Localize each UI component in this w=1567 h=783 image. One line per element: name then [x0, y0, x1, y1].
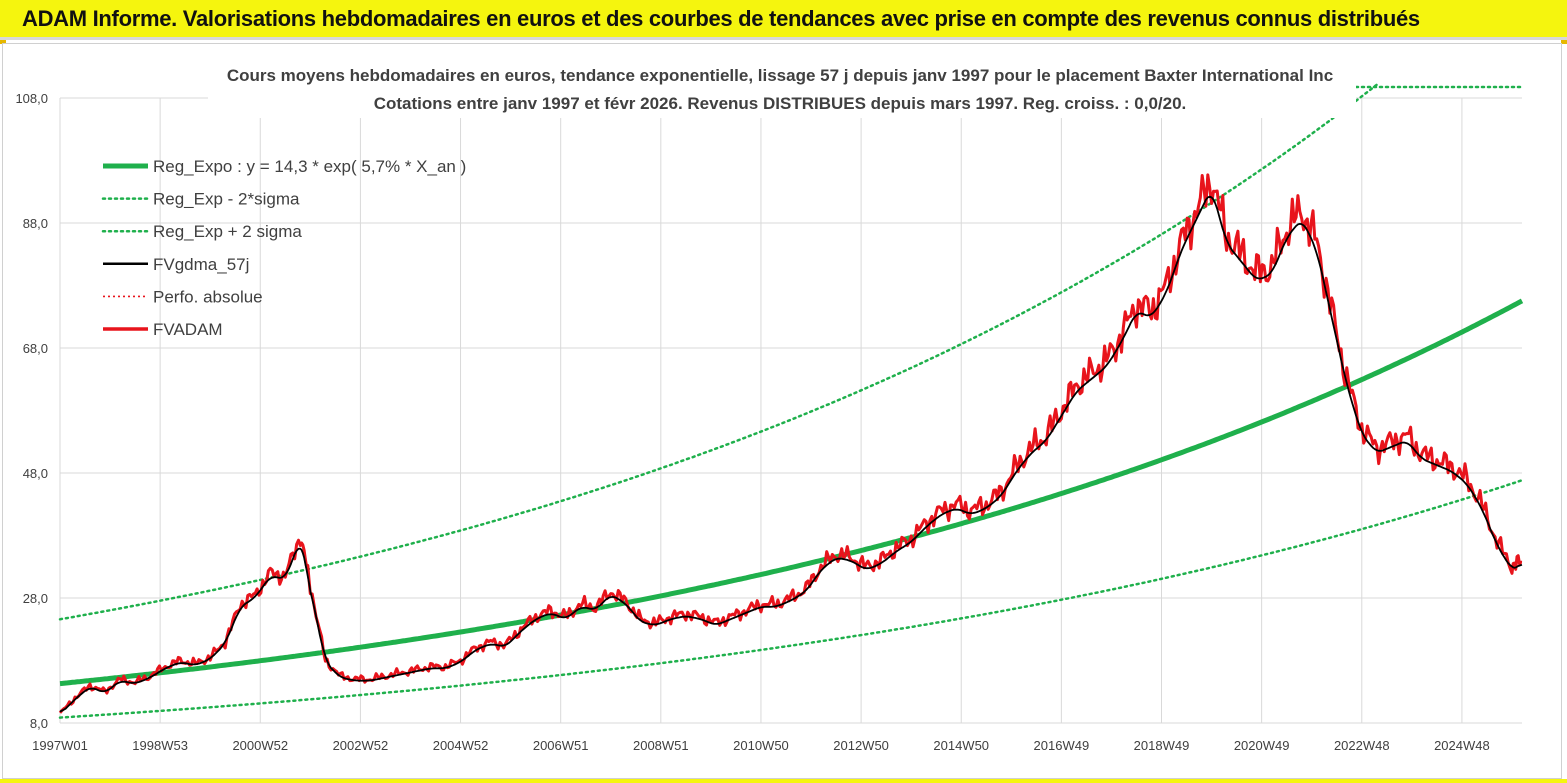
x-tick-label: 2022W48	[1334, 738, 1390, 753]
legend-label: Reg_Exp - 2*sigma	[153, 190, 300, 209]
legend: Reg_Expo : y = 14,3 * exp( 5,7% * X_an )…	[101, 157, 466, 339]
legend-label: Reg_Exp + 2 sigma	[153, 222, 302, 241]
y-tick-label: 88,0	[23, 216, 48, 231]
reg-expo-line	[59, 298, 1524, 687]
x-tick-label: 2006W51	[533, 738, 589, 753]
fvgdma-57j-line	[59, 195, 1523, 713]
y-tick-label: 8,0	[30, 716, 48, 731]
y-tick-label: 68,0	[23, 341, 48, 356]
legend-label: Perfo. absolue	[153, 287, 263, 306]
x-tick-label: 1998W53	[132, 738, 188, 753]
x-tick-label: 2020W49	[1234, 738, 1290, 753]
x-tick-label: 2012W50	[833, 738, 889, 753]
chart-title-line-1: Cours moyens hebdomadaires en euros, ten…	[227, 66, 1333, 85]
y-tick-label: 48,0	[23, 466, 48, 481]
x-tick-label: 2004W52	[433, 738, 489, 753]
title-backdrop	[208, 62, 1356, 118]
legend-label: Reg_Expo : y = 14,3 * exp( 5,7% * X_an )	[153, 157, 466, 176]
x-tick-label: 2000W52	[232, 738, 288, 753]
reg-exp-minus-2-sigma-line	[58, 479, 1524, 719]
x-tick-label: 2002W52	[333, 738, 389, 753]
banner-corner-right	[1561, 40, 1567, 44]
x-tick-label: 2008W51	[633, 738, 689, 753]
y-axis-ticks: 8,0 28,0 48,0 68,0 88,0 108,0	[15, 91, 48, 731]
legend-label: FVADAM	[153, 320, 223, 339]
report-banner: ADAM Informe. Valorisations hebdomadaire…	[0, 0, 1567, 40]
x-tick-label: 1997W01	[32, 738, 88, 753]
legend-label: FVgdma_57j	[153, 255, 249, 274]
y-tick-label: 28,0	[23, 591, 48, 606]
bottom-strip	[0, 779, 1567, 783]
x-tick-label: 2018W49	[1134, 738, 1190, 753]
x-tick-label: 2014W50	[933, 738, 989, 753]
chart-title-line-2: Cotations entre janv 1997 et févr 2026. …	[374, 94, 1187, 113]
x-tick-label: 2024W48	[1434, 738, 1490, 753]
chart-frame	[2, 43, 1562, 779]
x-tick-label: 2010W50	[733, 738, 789, 753]
fvadam-line	[58, 173, 1523, 714]
y-tick-label: 108,0	[15, 91, 48, 106]
report-title: ADAM Informe. Valorisations hebdomadaire…	[22, 6, 1420, 31]
series-lines	[58, 83, 1524, 719]
x-tick-label: 2016W49	[1034, 738, 1090, 753]
banner-corner-left	[0, 40, 6, 44]
x-axis-ticks: 1997W01 1998W53 2000W52 2002W52 2004W52 2006W…	[32, 738, 1490, 753]
